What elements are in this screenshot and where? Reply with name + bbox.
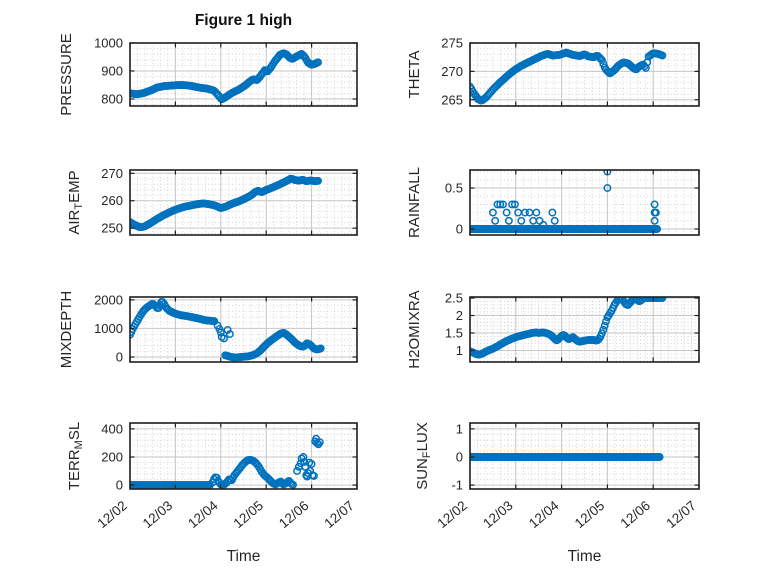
svg-text:2000: 2000: [94, 292, 123, 307]
svg-text:265: 265: [441, 92, 463, 107]
y-axis-label: PRESSURE: [58, 33, 75, 116]
x-axis-label-right: Time: [567, 548, 602, 565]
y-tick-labels: 0 1000 2000: [94, 292, 123, 364]
y-tick-labels: 1 1.5 2 2.5: [445, 291, 463, 358]
tick-marks: [469, 170, 700, 235]
svg-text:1.5: 1.5: [445, 325, 463, 340]
data-markers: [469, 169, 662, 233]
svg-text:400: 400: [101, 421, 123, 436]
svg-text:900: 900: [101, 64, 123, 79]
grid-minor: [130, 43, 357, 106]
svg-text:12/04: 12/04: [185, 498, 221, 532]
data-markers: [129, 298, 325, 362]
svg-text:260: 260: [101, 193, 123, 208]
data-markers: [469, 453, 664, 461]
data-markers: [129, 49, 322, 103]
x-tick-labels: 12/02 12/03 12/04 12/05 12/06 12/07: [434, 498, 699, 532]
svg-text:1000: 1000: [94, 36, 123, 51]
svg-text:0: 0: [456, 449, 463, 464]
tick-marks: [469, 423, 700, 489]
svg-text:270: 270: [441, 64, 463, 79]
y-tick-labels: 0 200 400: [101, 421, 123, 492]
svg-text:12/05: 12/05: [231, 498, 267, 531]
svg-text:12/02: 12/02: [434, 498, 470, 531]
y-tick-labels: 800 900 1000: [94, 36, 123, 107]
svg-text:12/05: 12/05: [572, 498, 608, 531]
y-axis-label: AIRTEMP: [66, 170, 85, 234]
axis-box: [129, 42, 358, 107]
tick-marks: [129, 297, 358, 362]
tick-marks: [469, 42, 700, 106]
y-tick-labels: 250 260 270: [101, 166, 123, 236]
svg-text:800: 800: [101, 92, 123, 107]
tick-marks: [129, 42, 358, 106]
y-axis-label: SUNFLUX: [414, 422, 433, 490]
svg-text:12/06: 12/06: [618, 498, 654, 531]
y-axis-label: TERRMSL: [66, 422, 85, 490]
y-axis-label: H2OMIXRA: [406, 290, 423, 368]
svg-text:12/06: 12/06: [276, 498, 312, 531]
x-axis-label-left: Time: [226, 548, 261, 565]
x-tick-labels: 12/02 12/03 12/04 12/05 12/06 12/07: [94, 498, 357, 532]
y-axis-label: RAINFALL: [406, 167, 423, 238]
y-axis-label: THETA: [406, 50, 423, 98]
svg-text:12/04: 12/04: [526, 498, 562, 532]
grid-minor: [130, 422, 357, 489]
svg-text:2.5: 2.5: [445, 291, 463, 306]
tick-marks: [129, 170, 358, 235]
svg-text:1: 1: [456, 343, 463, 358]
tick-marks: [469, 297, 700, 362]
svg-text:-1: -1: [451, 478, 463, 493]
data-markers: [129, 174, 322, 232]
axis-box: [469, 296, 700, 363]
svg-text:12/07: 12/07: [663, 498, 699, 531]
svg-text:275: 275: [441, 36, 463, 51]
y-tick-labels: 265 270 275: [441, 36, 463, 108]
subplot-mixdepth: 0 1000 2000 MIXDEPTH: [58, 291, 358, 369]
svg-text:12/03: 12/03: [480, 498, 516, 531]
axis-box: [469, 42, 700, 107]
subplot-pressure: 800 900 1000 PRESSURE: [58, 33, 358, 116]
grid-minor: [470, 297, 699, 362]
y-axis-label: MIXDEPTH: [58, 291, 75, 369]
axis-box: [129, 422, 358, 490]
svg-text:0: 0: [116, 350, 123, 365]
y-tick-labels: -1 0 1: [451, 421, 463, 492]
axis-box: [129, 296, 358, 363]
y-tick-labels: 00.5: [445, 181, 463, 237]
svg-text:200: 200: [101, 449, 123, 464]
data-markers: [129, 434, 324, 490]
figure-title: Figure 1 high: [194, 12, 293, 29]
svg-text:1000: 1000: [94, 321, 123, 336]
axis-box: [129, 169, 358, 236]
subplot-h2omixra: 1 1.5 2 2.5 H2OMIXRA: [406, 290, 700, 369]
svg-text:12/03: 12/03: [140, 498, 176, 531]
axis-box: [469, 422, 700, 490]
data-markers: [469, 48, 667, 105]
tick-marks: [129, 423, 358, 489]
axis-box: [469, 169, 700, 236]
subplot-theta: 265 270 275 THETA: [406, 36, 700, 108]
svg-text:0: 0: [456, 222, 463, 237]
data-markers: [469, 296, 667, 359]
svg-text:0: 0: [116, 478, 123, 493]
svg-text:1: 1: [456, 421, 463, 436]
svg-text:270: 270: [101, 166, 123, 181]
svg-text:250: 250: [101, 221, 123, 236]
svg-text:12/02: 12/02: [94, 498, 130, 531]
svg-text:12/07: 12/07: [321, 498, 357, 531]
subplot-air_temp: 250 260 270 AIRTEMP: [66, 166, 358, 236]
svg-text:0.5: 0.5: [445, 181, 463, 196]
svg-text:2: 2: [456, 308, 463, 323]
